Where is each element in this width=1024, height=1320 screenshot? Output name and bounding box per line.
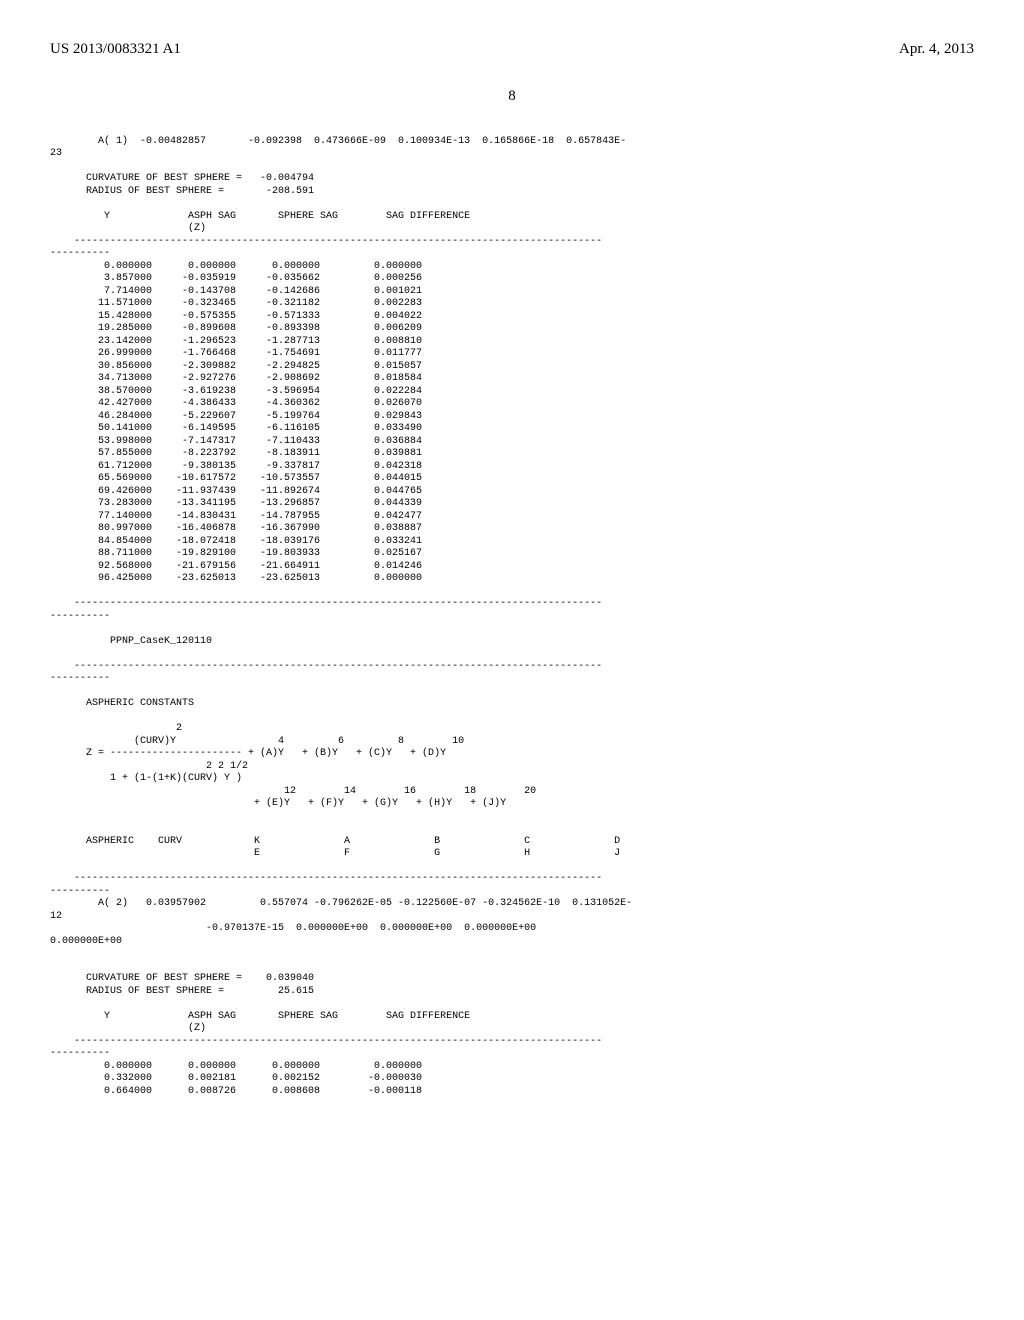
formula-line: 2 2 1/2 [50, 761, 974, 774]
a2-cont2: 0.000000E+00 [50, 936, 974, 949]
dash-short-1: ---------- [50, 248, 974, 261]
formula-line: (CURV)Y 4 6 8 10 [50, 736, 974, 749]
table2-header: Y ASPH SAG SPHERE SAG SAG DIFFERENCE (Z) [50, 1011, 974, 1036]
pub-date: Apr. 4, 2013 [899, 40, 974, 59]
dash-long-2: ----------------------------------------… [50, 598, 974, 611]
dash-short-5: ---------- [50, 1048, 974, 1061]
formula-line: 1 + (1-(1+K)(CURV) Y ) [50, 773, 974, 786]
curv1: CURVATURE OF BEST SPHERE = -0.004794 RAD… [50, 173, 974, 198]
table2-body: 0.000000 0.000000 0.000000 0.000000 0.33… [50, 1061, 974, 1099]
table1-header: Y ASPH SAG SPHERE SAG SAG DIFFERENCE (Z) [50, 211, 974, 236]
dash-long-1: ----------------------------------------… [50, 236, 974, 249]
curv2: CURVATURE OF BEST SPHERE = 0.039040 RADI… [50, 973, 974, 998]
a2-line: A( 2) 0.03957902 0.557074 -0.796262E-05 … [50, 898, 974, 911]
aspheric-header: ASPHERIC CURV K A B C D [50, 836, 974, 849]
formula-line: 2 [50, 723, 974, 736]
dash-long-5: ----------------------------------------… [50, 1036, 974, 1049]
aspheric-title: ASPHERIC CONSTANTS [50, 698, 974, 711]
formula-line: Z = ---------------------- + (A)Y + (B)Y… [50, 748, 974, 761]
table1-body: 0.000000 0.000000 0.000000 0.000000 3.85… [50, 261, 974, 586]
case-name: PPNP_CaseK_120110 [50, 636, 974, 649]
dash-short-3: ---------- [50, 673, 974, 686]
dash-long-4: ----------------------------------------… [50, 873, 974, 886]
aspheric-header: E F G H J [50, 848, 974, 861]
pub-number: US 2013/0083321 A1 [50, 40, 181, 59]
page-number: 8 [50, 87, 974, 106]
a2-cont: 12 [50, 911, 974, 924]
dash-long-3: ----------------------------------------… [50, 661, 974, 674]
a1-line: A( 1) -0.00482857 -0.092398 0.473666E-09… [50, 136, 974, 149]
dash-short-2: ---------- [50, 611, 974, 624]
formula-line: 12 14 16 18 20 [50, 786, 974, 799]
dash-short-4: ---------- [50, 886, 974, 899]
a2-line2: -0.970137E-15 0.000000E+00 0.000000E+00 … [50, 923, 974, 936]
a1-cont: 23 [50, 148, 974, 161]
formula-line: + (E)Y + (F)Y + (G)Y + (H)Y + (J)Y [50, 798, 974, 811]
